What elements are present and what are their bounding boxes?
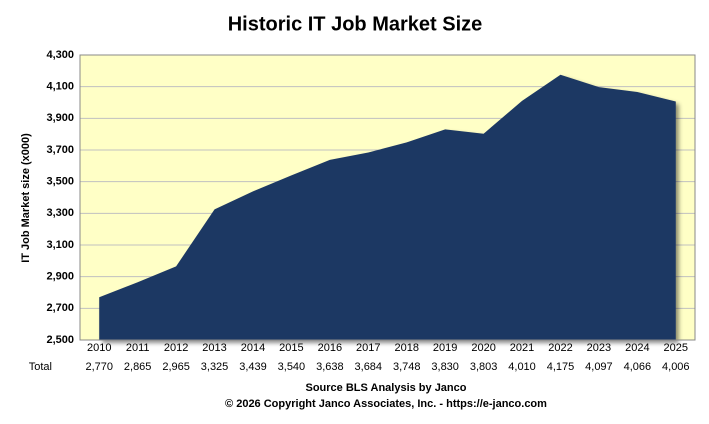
y-tick-label: 3,100 xyxy=(46,239,74,251)
y-tick-label: 4,100 xyxy=(46,81,74,93)
table-value: 2,865 xyxy=(124,361,152,373)
table-value: 4,006 xyxy=(662,361,690,373)
y-tick-label: 3,900 xyxy=(46,112,74,124)
copyright: © 2026 Copyright Janco Associates, Inc. … xyxy=(225,398,547,410)
x-tick-label: 2013 xyxy=(202,342,226,354)
table-value: 3,748 xyxy=(393,361,421,373)
x-tick-label: 2020 xyxy=(471,342,495,354)
x-tick-label: 2018 xyxy=(394,342,418,354)
x-tick-label: 2016 xyxy=(318,342,342,354)
table-value: 3,830 xyxy=(431,361,459,373)
y-tick-label: 2,900 xyxy=(46,271,74,283)
table-value: 2,770 xyxy=(85,361,113,373)
x-tick-label: 2014 xyxy=(241,342,265,354)
chart-title: Historic IT Job Market Size xyxy=(228,13,483,35)
x-tick-label: 2015 xyxy=(279,342,303,354)
y-tick-label: 3,300 xyxy=(46,207,74,219)
y-tick-label: 4,300 xyxy=(46,49,74,61)
y-tick-label: 3,500 xyxy=(46,176,74,188)
x-tick-label: 2023 xyxy=(587,342,611,354)
table-value: 3,684 xyxy=(355,361,383,373)
table-value: 3,803 xyxy=(470,361,498,373)
x-tick-label: 2012 xyxy=(164,342,188,354)
y-tick-label: 2,700 xyxy=(46,302,74,314)
y-tick-label: 3,700 xyxy=(46,144,74,156)
x-tick-label: 2011 xyxy=(126,342,150,354)
table-value: 4,097 xyxy=(585,361,613,373)
table-value: 2,965 xyxy=(162,361,190,373)
table-value: 4,010 xyxy=(508,361,536,373)
table-row-label: Total xyxy=(29,361,52,373)
plot-border xyxy=(79,54,696,341)
table-value: 3,540 xyxy=(278,361,306,373)
area xyxy=(99,74,676,341)
table-value: 3,638 xyxy=(316,361,344,373)
x-tick-label: 2017 xyxy=(356,342,380,354)
table-value: 3,325 xyxy=(201,361,229,373)
x-tick-label: 2022 xyxy=(548,342,572,354)
y-axis-label: IT Job Market size (x000) xyxy=(20,133,32,263)
x-tick-label: 2021 xyxy=(510,342,534,354)
table-value: 4,066 xyxy=(624,361,652,373)
x-tick-label: 2019 xyxy=(433,342,457,354)
x-tick-label: 2025 xyxy=(664,342,688,354)
table-value: 4,175 xyxy=(547,361,575,373)
x-tick-label: 2024 xyxy=(625,342,649,354)
source: Source BLS Analysis by Janco xyxy=(306,382,467,394)
x-tick-label: 2010 xyxy=(87,342,111,354)
table-value: 3,439 xyxy=(239,361,267,373)
y-tick-label: 2,500 xyxy=(46,334,74,346)
